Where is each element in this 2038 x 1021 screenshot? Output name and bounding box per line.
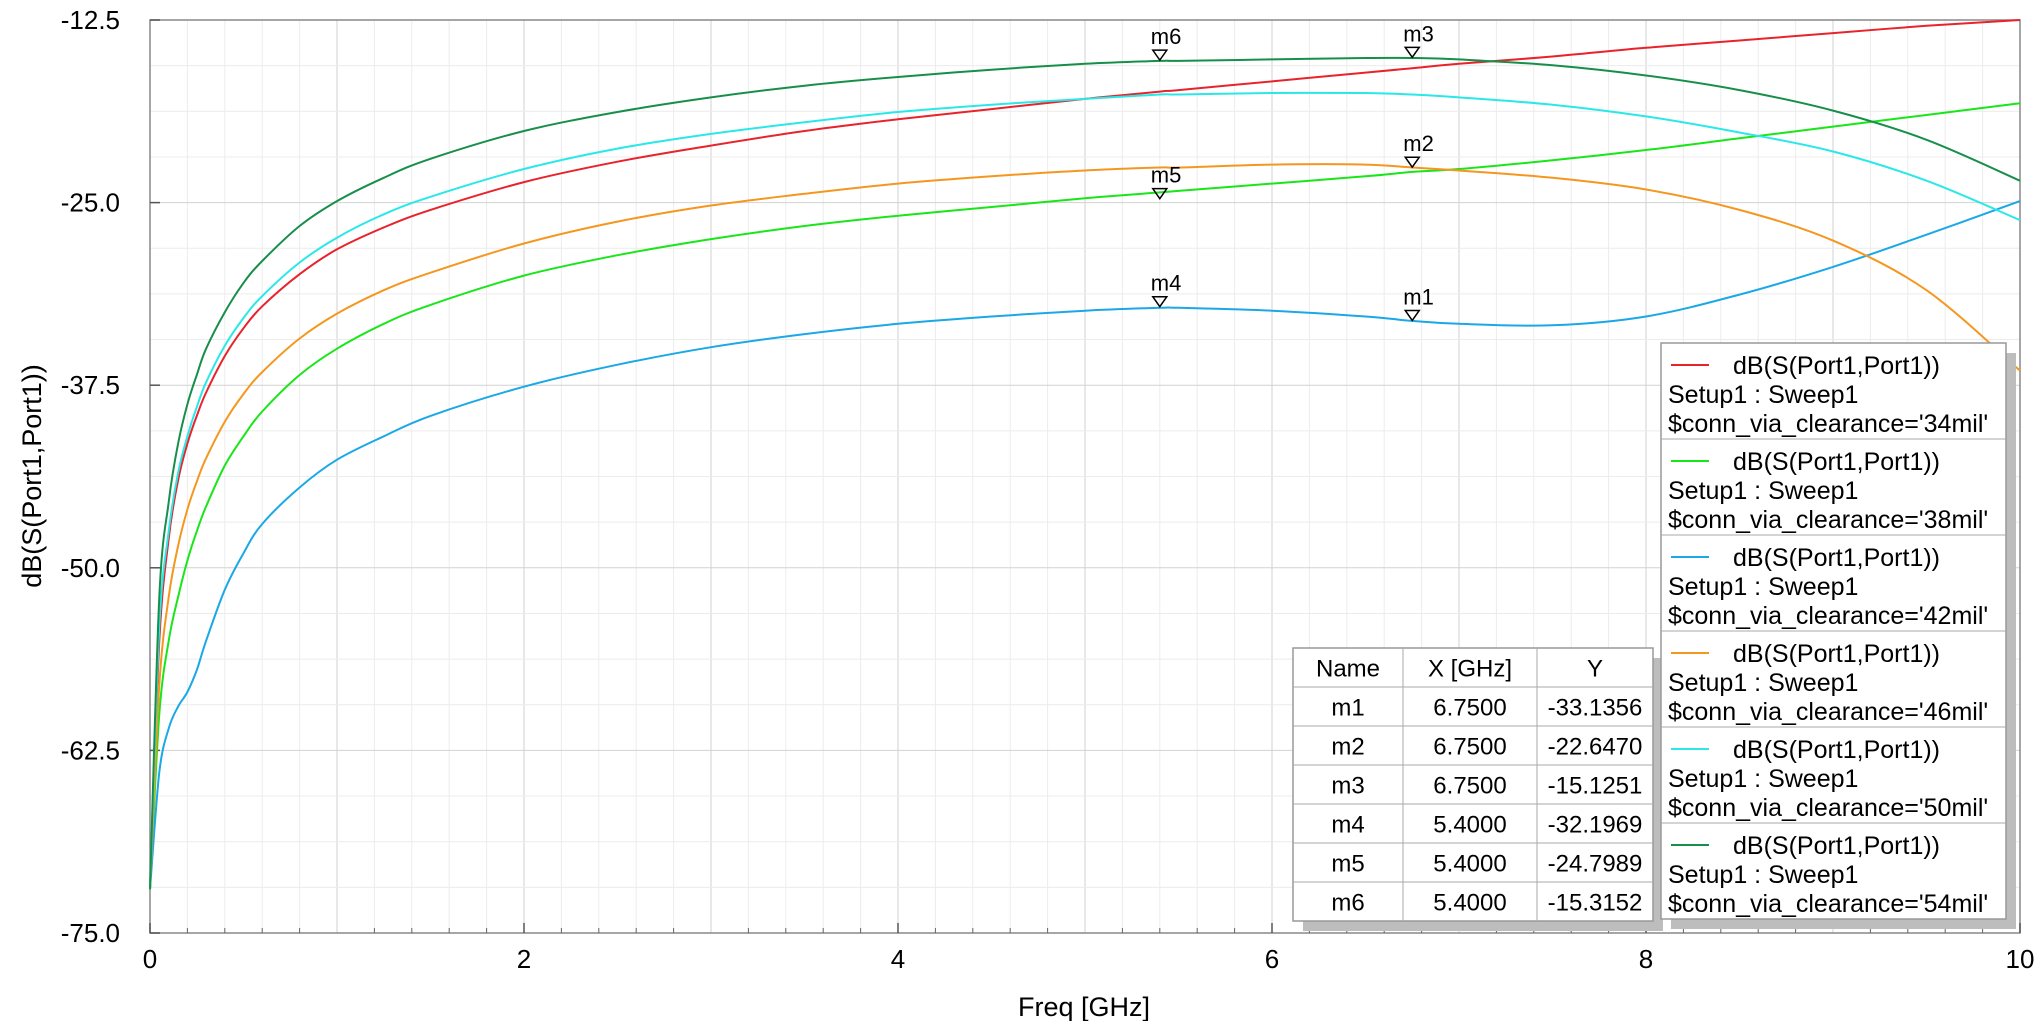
table-cell: m5: [1331, 851, 1364, 878]
series-line-2: [149, 200, 2021, 890]
marker-triangle: [1151, 295, 1169, 309]
table-cell: 5.4000: [1433, 851, 1506, 878]
table-cell: m3: [1331, 773, 1364, 800]
legend-setup: Setup1 : Sweep1: [1668, 669, 1858, 697]
y-tick-label: -62.5: [61, 735, 120, 765]
x-tick-label: 6: [1265, 944, 1279, 974]
marker-triangle: [1403, 46, 1421, 59]
x-axis-label: Freq [GHz]: [1018, 992, 1150, 1021]
table-header-cell: Y: [1587, 656, 1603, 683]
legend-name: dB(S(Port1,Port1)): [1733, 544, 1940, 572]
marker-label: m3: [1403, 21, 1434, 46]
legend-setup: Setup1 : Sweep1: [1668, 573, 1858, 601]
legend-param: $conn_via_clearance='42mil': [1668, 602, 1988, 630]
table-cell: 6.7500: [1433, 734, 1506, 761]
legend-setup: Setup1 : Sweep1: [1668, 765, 1858, 793]
y-tick-label: -50.0: [61, 553, 120, 583]
legend-setup: Setup1 : Sweep1: [1668, 477, 1858, 505]
y-tick-label: -25.0: [61, 188, 120, 218]
x-tick-label: 8: [1639, 944, 1653, 974]
table-header-cell: Name: [1316, 656, 1380, 683]
legend-param: $conn_via_clearance='46mil': [1668, 698, 1988, 726]
marker-label: m4: [1151, 271, 1182, 296]
legend-name: dB(S(Port1,Port1)): [1733, 448, 1940, 476]
marker-label: m1: [1403, 284, 1434, 309]
series-group: [149, 19, 2021, 890]
table-cell: -15.3152: [1548, 890, 1643, 917]
legend-name: dB(S(Port1,Port1)): [1733, 832, 1940, 860]
table-cell: m2: [1331, 734, 1364, 761]
table-cell: m6: [1331, 890, 1364, 917]
marker-table: Name X [GHz] Ym1 6.7500 -33.1356 m2 6.7500 -22.…: [1292, 647, 1663, 931]
marker-triangle: [1403, 309, 1421, 322]
legend-setup: Setup1 : Sweep1: [1668, 381, 1858, 409]
marker-triangle: [1403, 156, 1421, 169]
table-header-cell: X [GHz]: [1428, 656, 1512, 683]
marker-label: m2: [1403, 131, 1434, 156]
marker-label: m6: [1151, 24, 1182, 49]
x-tick-label: 10: [2006, 944, 2035, 974]
x-tick-label: 2: [517, 944, 531, 974]
marker-triangle: [1151, 49, 1169, 62]
axis-ticks: 0 2 4 6 8 10 -12.5 -25.0 -37.5 -50.0 -62.5 -75.0: [61, 5, 2035, 974]
marker-triangle: [1151, 187, 1169, 200]
markers-group: m6 m3 m2 m5 m4 m1: [1151, 21, 1434, 322]
legend-param: $conn_via_clearance='54mil': [1668, 890, 1988, 918]
series-line-0: [149, 19, 2021, 890]
table-cell: 5.4000: [1433, 812, 1506, 839]
legend-name: dB(S(Port1,Port1)): [1733, 352, 1940, 380]
marker-label: m5: [1151, 163, 1182, 188]
table-cell: -32.1969: [1548, 812, 1643, 839]
table-cell: -15.1251: [1548, 773, 1643, 800]
table-frame: [1292, 647, 1654, 922]
table-cell: -33.1356: [1548, 695, 1643, 722]
y-tick-label: -75.0: [61, 918, 120, 948]
series-line-5: [149, 56, 2021, 890]
series-line-1: [149, 102, 2021, 890]
table-cell: m4: [1331, 812, 1364, 839]
table-cell: 5.4000: [1433, 890, 1506, 917]
y-axis-label: dB(S(Port1,Port1)): [17, 364, 47, 588]
y-tick-label: -12.5: [61, 5, 120, 35]
legend-param: $conn_via_clearance='38mil': [1668, 506, 1988, 534]
y-tick-label: -37.5: [61, 370, 120, 400]
legend-name: dB(S(Port1,Port1)): [1733, 640, 1940, 668]
legend: dB(S(Port1,Port1))Setup1 : Sweep1$conn_v…: [1660, 342, 2016, 929]
table-cell: 6.7500: [1433, 773, 1506, 800]
legend-setup: Setup1 : Sweep1: [1668, 861, 1858, 889]
series-line-3: [149, 163, 2021, 890]
legend-name: dB(S(Port1,Port1)): [1733, 736, 1940, 764]
table-cell: -24.7989: [1548, 851, 1643, 878]
x-tick-label: 4: [891, 944, 905, 974]
series-line-4: [149, 91, 2021, 890]
legend-param: $conn_via_clearance='34mil': [1668, 410, 1988, 438]
legend-param: $conn_via_clearance='50mil': [1668, 794, 1988, 822]
table-cell: m1: [1331, 695, 1364, 722]
plot-frame: [149, 19, 2021, 934]
table-cell: 6.7500: [1433, 695, 1506, 722]
x-tick-label: 0: [143, 944, 157, 974]
table-cell: -22.6470: [1548, 734, 1643, 761]
